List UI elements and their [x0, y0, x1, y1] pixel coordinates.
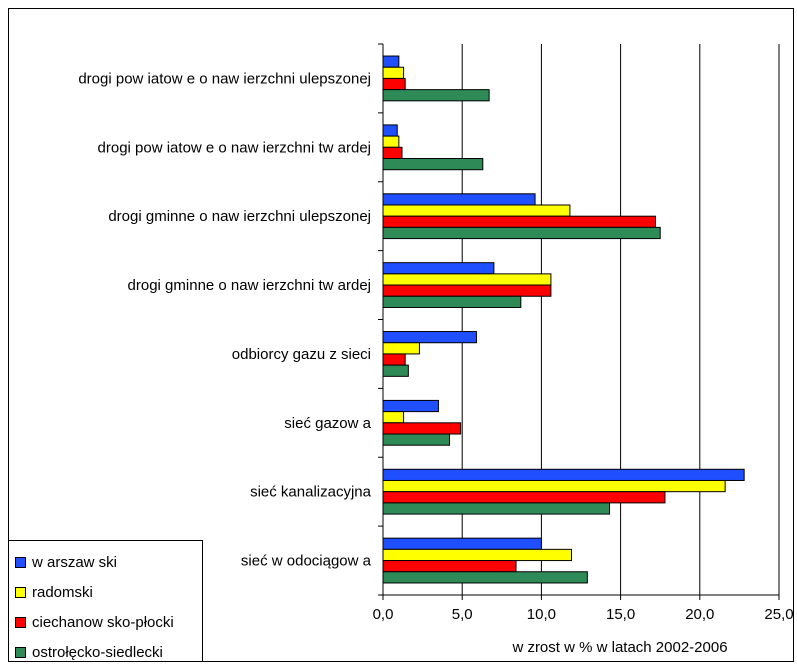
category-label: odbiorcy gazu z sieci — [232, 346, 371, 363]
bar — [382, 491, 666, 504]
bar — [382, 571, 588, 584]
legend-swatch — [15, 646, 26, 658]
legend-item: radomski — [9, 577, 202, 607]
legend-label: ciechanow sko-płocki — [32, 613, 174, 631]
bar — [382, 537, 542, 550]
bar — [382, 146, 403, 160]
bar — [382, 353, 406, 366]
x-tick-label: 5,0 — [452, 606, 473, 623]
legend-item: ciechanow sko-płocki — [9, 607, 202, 637]
bar — [382, 66, 405, 79]
bar — [382, 411, 405, 424]
bar — [382, 422, 462, 435]
x-tick-label: 20,0 — [685, 606, 714, 623]
bar — [382, 399, 439, 413]
bar — [382, 331, 477, 344]
category-label: drogi gminne o naw ierzchni tw ardej — [128, 277, 371, 294]
category-label: sieć w odociągow a — [241, 553, 372, 570]
legend-label: ostrołęcko-siedlecki — [32, 643, 163, 661]
bar — [382, 77, 406, 91]
bar — [382, 364, 409, 377]
x-tick-label: 15,0 — [606, 606, 635, 623]
legend-swatch — [15, 616, 26, 628]
legend-item: w arszaw ski — [9, 547, 202, 577]
category-label: drogi pow iatow e o naw ierzchni tw arde… — [98, 139, 371, 156]
bar — [382, 135, 400, 148]
legend: w arszaw ski radomski ciechanow sko-płocki… — [8, 540, 203, 662]
bar — [382, 560, 517, 573]
category-label: sieć gazow a — [284, 415, 371, 432]
bar — [382, 548, 572, 562]
bar — [382, 55, 400, 68]
bar — [382, 295, 522, 308]
category-label: sieć kanalizacyjna — [250, 484, 372, 501]
legend-swatch — [15, 586, 26, 598]
category-label: drogi gminne o naw ierzchni ulepszonej — [108, 208, 371, 225]
bar — [382, 479, 726, 493]
x-axis-label: w zrost w % w latach 2002-2006 — [511, 639, 727, 656]
legend-item: ostrołęcko-siedlecki — [9, 637, 202, 667]
bar — [382, 468, 745, 481]
bar — [382, 273, 552, 286]
bar — [382, 226, 661, 240]
category-label: drogi pow iatow e o naw ierzchni ulepszo… — [78, 70, 371, 87]
x-tick-label: 25,0 — [764, 606, 793, 623]
bar — [382, 124, 398, 137]
legend-swatch — [15, 556, 26, 568]
bar — [382, 193, 536, 206]
bar — [382, 215, 656, 228]
bar — [382, 502, 611, 515]
legend-label: radomski — [32, 583, 93, 601]
bar — [382, 204, 571, 217]
bar — [382, 89, 490, 102]
bar — [382, 262, 495, 275]
bar — [382, 158, 484, 171]
bar — [382, 342, 420, 355]
bar — [382, 433, 451, 446]
x-tick-label: 10,0 — [527, 606, 556, 623]
bar — [382, 284, 552, 297]
legend-label: w arszaw ski — [32, 553, 118, 571]
x-tick-label: 0,0 — [373, 606, 394, 623]
